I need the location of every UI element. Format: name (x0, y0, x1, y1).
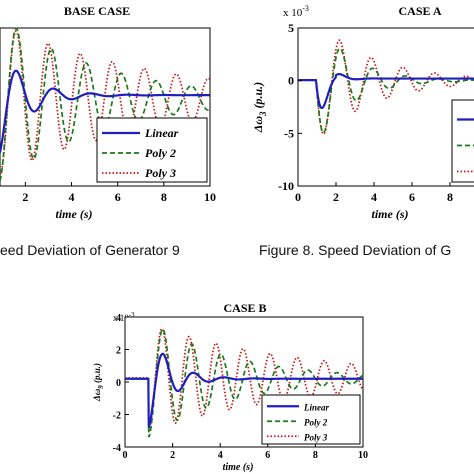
x-tick-label: 4 (69, 190, 75, 204)
x-tick-label: 8 (447, 190, 453, 204)
y-tick-label: -5 (284, 126, 294, 140)
series-group (125, 327, 364, 438)
legend: Linear Poly 2 Poly 3 (96, 117, 208, 183)
y-tick-label: 0 (116, 378, 121, 389)
legend (451, 99, 474, 183)
x-tick-label: 2 (333, 190, 339, 204)
caption-right: Figure 8. Speed Deviation of G (259, 242, 451, 258)
x-axis-label: time (s) (56, 207, 93, 221)
legend-entry: Poly 2 (304, 417, 328, 427)
legend-box (96, 117, 208, 183)
x-tick-label: 6 (409, 190, 415, 204)
axis-exponent: x 10-3 (283, 4, 309, 19)
series-line-linear (0, 69, 210, 153)
legend-entry: Linear (303, 402, 329, 412)
x-axis-label: time (s) (372, 207, 409, 221)
series-line-poly-2 (125, 328, 364, 438)
legend-entry: Poly 3 (145, 166, 176, 180)
x-tick-label: 2 (170, 450, 175, 461)
x-tick-group: 2 4 6 8 10 (22, 182, 216, 204)
series-line-linear (298, 73, 474, 110)
x-tick-label: 6 (265, 450, 270, 461)
y-tick-label: 4 (116, 313, 121, 324)
x-tick-label: 4 (371, 190, 377, 204)
y-tick-group: 5 0 -5 -10 (278, 21, 302, 193)
x-tick-label: 10 (358, 450, 368, 461)
x-tick-label: 4 (218, 450, 223, 461)
series-line-linear (125, 352, 363, 428)
x-tick-label: 2 (22, 190, 28, 204)
x-tick-label: 8 (161, 190, 167, 204)
x-tick-label: 10 (204, 190, 216, 204)
legend: Linear Poly 2 Poly 3 (261, 394, 361, 445)
series-group (298, 39, 474, 135)
chart-case-b: CASE B x 10-3 420-2-4 0 2 4 6 8 10 Δω9 (p.u.)… (92, 301, 368, 473)
y-axis-label: Δω9 (p.u.) (92, 363, 105, 402)
y-tick-label: 0 (288, 74, 294, 88)
x-tick-label: 0 (295, 190, 301, 204)
legend-entry: Poly 2 (145, 146, 176, 160)
chart-case-a: CASE A x 10-3 5 0 -5 -10 0 2 4 6 8 Δω3 (p.u.) t… (251, 4, 474, 221)
chart-title: CASE A (398, 4, 441, 18)
y-tick-label: -2 (113, 411, 121, 422)
x-axis-label: time (s) (223, 462, 254, 473)
series-line-poly-3 (298, 39, 474, 135)
x-tick-label: 8 (313, 450, 318, 461)
legend-entry: Linear (144, 126, 179, 140)
y-tick-label: 5 (288, 21, 294, 35)
chart-title: BASE CASE (64, 4, 130, 18)
x-tick-label: 6 (115, 190, 121, 204)
y-axis-label: Δω3 (p.u.) (251, 82, 268, 133)
x-tick-group: 0 2 4 6 8 (295, 182, 453, 204)
x-tick-label: 0 (123, 450, 128, 461)
chart-title: CASE B (223, 301, 266, 315)
caption-left: eed Deviation of Generator 9 (0, 242, 180, 258)
chart-base-case: BASE CASE 2 4 6 8 10 time (s) Linear Poly 2 Po… (0, 4, 216, 221)
y-tick-label: -10 (278, 179, 294, 193)
legend-box (451, 99, 474, 183)
plot-area (297, 27, 474, 187)
series-line-poly-2 (298, 47, 474, 134)
legend-entry: Poly 3 (304, 432, 328, 442)
y-tick-label: 2 (116, 346, 121, 357)
series-line-poly-3 (125, 327, 364, 432)
y-tick-label: -4 (113, 443, 121, 454)
x-tick-group: 0 2 4 6 8 10 (123, 443, 368, 461)
y-tick-group: 4 2 0 -2 -4 (113, 313, 129, 454)
